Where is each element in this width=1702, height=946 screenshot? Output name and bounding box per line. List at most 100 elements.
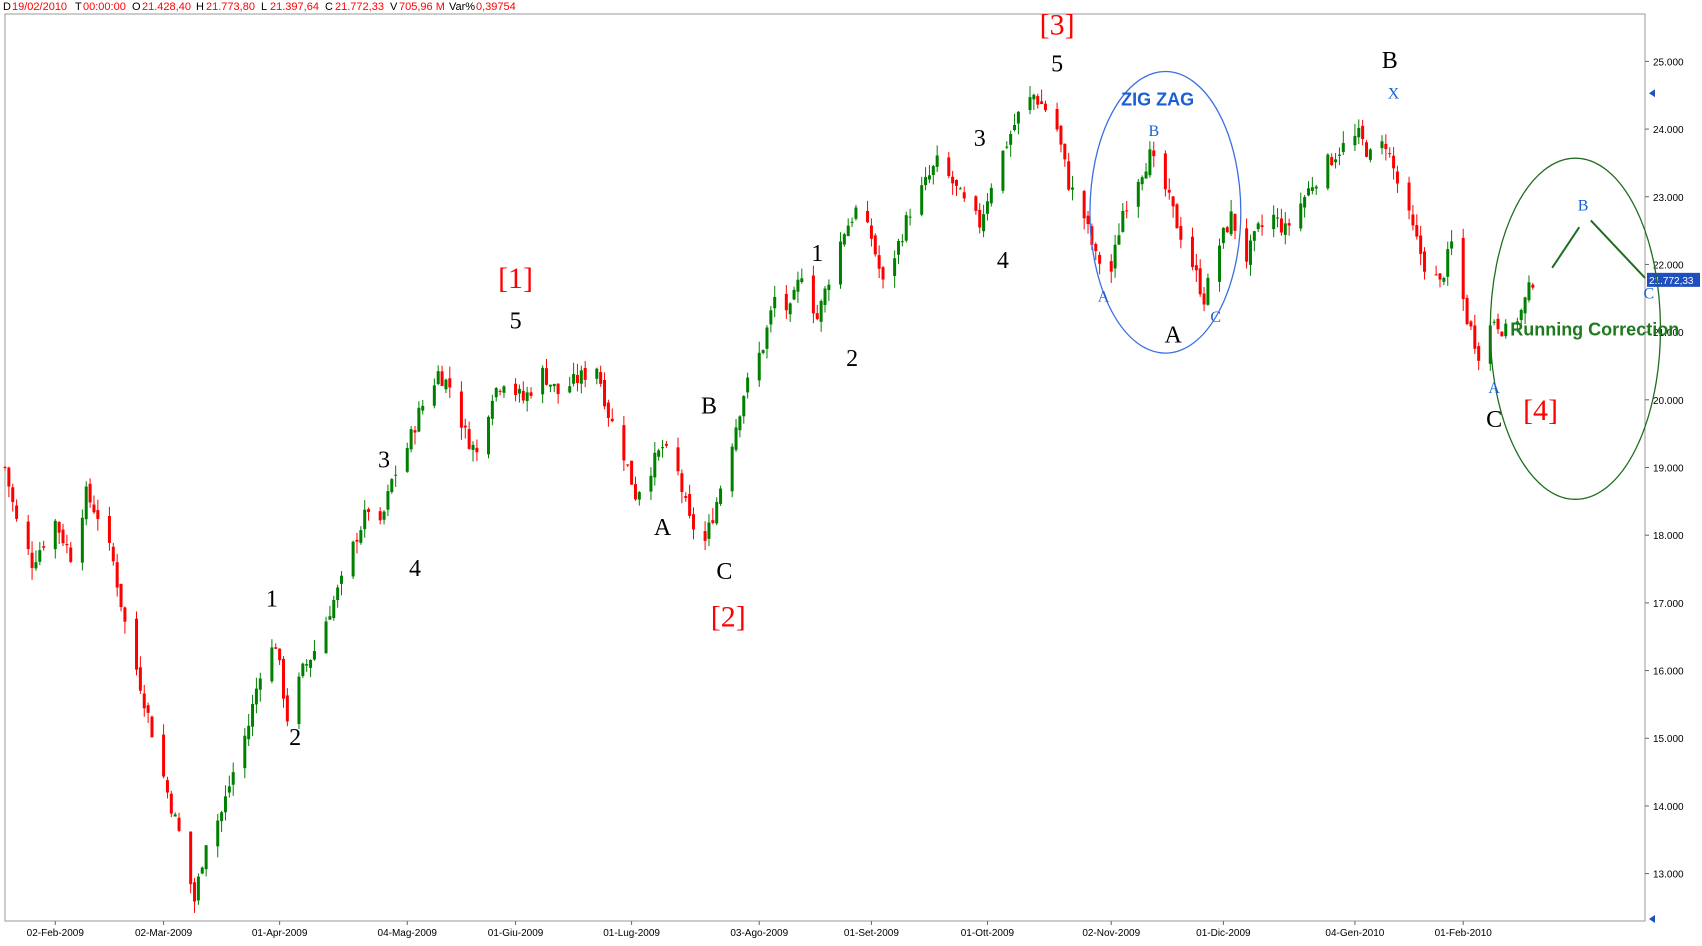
wave-label: 3 (974, 126, 986, 152)
candle (1469, 320, 1473, 331)
candle (1245, 218, 1249, 269)
candle (142, 684, 146, 717)
candle (1121, 202, 1125, 233)
candle-body (11, 487, 15, 503)
candle (69, 541, 73, 563)
candle (1016, 111, 1020, 135)
candle-body (432, 385, 436, 406)
candle-body (1055, 108, 1059, 130)
candle-body (324, 621, 328, 654)
candle (811, 265, 815, 324)
candle-body (1001, 150, 1005, 191)
candle-body (1121, 211, 1125, 232)
candle-body (1198, 268, 1202, 295)
candle (757, 341, 761, 387)
header-open-value: 21.428,40 (142, 1, 191, 13)
candle-body (572, 374, 576, 384)
projection-line (1590, 219, 1646, 279)
candle-body (162, 734, 166, 777)
candle (908, 208, 912, 226)
candle-body (1450, 241, 1454, 249)
candle (525, 386, 529, 412)
candle-body (951, 176, 955, 184)
candle (1519, 308, 1523, 325)
candle-body (1504, 323, 1508, 337)
candle (1341, 131, 1345, 155)
candle-body (436, 371, 440, 385)
last-price-label: 21.772,33 (1649, 276, 1694, 287)
candle (1071, 175, 1075, 201)
candle-body (382, 511, 386, 520)
candle (498, 389, 502, 396)
candle (703, 521, 707, 551)
candle-body (622, 425, 626, 461)
candle (1163, 150, 1167, 197)
candle (378, 507, 382, 525)
candle-body (3, 467, 7, 469)
candle-body (1245, 228, 1249, 262)
candle (746, 372, 750, 399)
candle (599, 365, 603, 387)
candle-body (1411, 214, 1415, 226)
wave-label: A (654, 515, 672, 541)
candle (42, 540, 46, 551)
wave-label: [3] (1040, 8, 1075, 41)
candle-body (1523, 297, 1527, 314)
candle-body (680, 473, 684, 493)
candle-body (1365, 142, 1369, 157)
candle (150, 715, 154, 738)
wave-label: C (1644, 285, 1655, 302)
candle (761, 349, 765, 355)
candle (223, 785, 227, 821)
candle-body (1067, 161, 1071, 190)
candle (1194, 253, 1198, 282)
candle (1515, 317, 1519, 333)
candle-body (88, 483, 92, 503)
candle-body (633, 484, 637, 500)
candle (900, 234, 904, 247)
candle (881, 266, 885, 289)
candle-body (1272, 214, 1276, 230)
candle (1248, 234, 1252, 276)
candle (1218, 238, 1222, 292)
candle (1098, 251, 1102, 275)
header-low-label: L (261, 1, 267, 13)
wave-label: ZIG ZAG (1121, 89, 1194, 109)
candle (1395, 165, 1399, 193)
scale-marker-icon (1649, 89, 1655, 98)
candle-body (135, 618, 139, 670)
candle (1198, 259, 1202, 297)
candle-body (545, 368, 549, 385)
candle-body (637, 492, 641, 500)
candle-body (603, 379, 607, 407)
candle-body (1144, 171, 1148, 179)
candle-body (541, 367, 545, 395)
y-tick-label: 21.000 (1653, 328, 1684, 339)
candle (653, 442, 657, 486)
candle (548, 384, 552, 393)
candle (1001, 150, 1005, 194)
candle (962, 186, 966, 202)
candle (285, 688, 289, 727)
candle-body (243, 735, 247, 769)
candle (1144, 163, 1148, 179)
wave-label: Running Correction (1510, 320, 1679, 340)
candle (688, 484, 692, 519)
header-date-label: D (3, 1, 11, 13)
candle (332, 595, 336, 621)
candle-body (989, 187, 993, 204)
candle-body (1036, 96, 1040, 105)
candle (53, 518, 57, 559)
header-close-label: C (325, 1, 333, 13)
candle-body (297, 676, 301, 724)
candle (707, 514, 711, 547)
wave-label: C (1486, 407, 1502, 433)
y-tick-label: 25.000 (1653, 57, 1684, 68)
candle-body (920, 185, 924, 215)
candle (382, 510, 386, 525)
wave-label: B (701, 393, 717, 419)
candle-body (896, 241, 900, 255)
candle-body (653, 452, 657, 478)
candle (603, 372, 607, 410)
